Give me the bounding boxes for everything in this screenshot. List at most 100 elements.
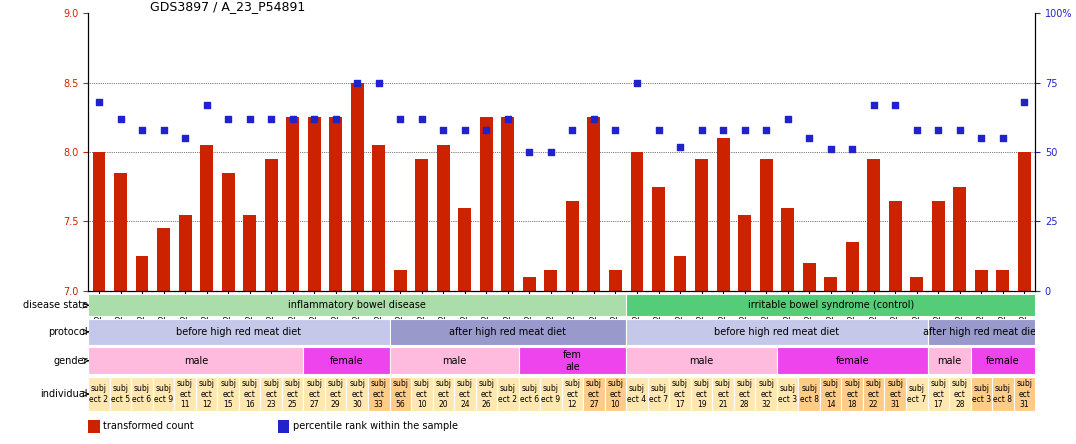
FancyBboxPatch shape [390, 319, 626, 345]
Bar [996, 270, 1009, 291]
Point [435, 126, 452, 133]
Bar [372, 145, 385, 291]
Text: subj
ect
10: subj ect 10 [414, 379, 429, 409]
FancyBboxPatch shape [626, 294, 1035, 317]
FancyBboxPatch shape [476, 377, 497, 412]
Text: subj
ect
19: subj ect 19 [694, 379, 709, 409]
FancyBboxPatch shape [626, 377, 648, 412]
FancyBboxPatch shape [928, 319, 1035, 345]
Point [327, 115, 344, 123]
Bar [88, 420, 100, 433]
Text: protocol: protocol [48, 327, 88, 337]
Point [155, 126, 172, 133]
Point [844, 146, 861, 153]
Bar [953, 187, 966, 291]
Point [865, 101, 882, 108]
Point [478, 126, 495, 133]
Text: subj
ect
30: subj ect 30 [350, 379, 365, 409]
Bar [308, 117, 321, 291]
Text: subj
ect
17: subj ect 17 [931, 379, 946, 409]
Bar [652, 187, 665, 291]
FancyBboxPatch shape [411, 377, 433, 412]
Bar [480, 117, 493, 291]
FancyBboxPatch shape [605, 377, 626, 412]
FancyBboxPatch shape [88, 377, 110, 412]
Text: before high red meat diet: before high red meat diet [714, 327, 839, 337]
Bar [523, 277, 536, 291]
Bar [803, 263, 816, 291]
FancyBboxPatch shape [777, 377, 798, 412]
Point [392, 115, 409, 123]
Text: subj
ect
56: subj ect 56 [393, 379, 408, 409]
Point [779, 115, 796, 123]
Text: subj
ect
21: subj ect 21 [716, 379, 731, 409]
Text: subj
ect
11: subj ect 11 [178, 379, 193, 409]
FancyBboxPatch shape [153, 377, 174, 412]
Bar [889, 201, 902, 291]
Text: irritable bowel syndrome (control): irritable bowel syndrome (control) [748, 300, 914, 310]
Text: subj
ect
28: subj ect 28 [952, 379, 967, 409]
Bar [738, 214, 751, 291]
Text: subj
ect
25: subj ect 25 [285, 379, 300, 409]
Bar [458, 208, 471, 291]
Text: subj
ect 2: subj ect 2 [498, 385, 518, 404]
FancyBboxPatch shape [884, 377, 906, 412]
FancyBboxPatch shape [196, 377, 217, 412]
Bar [910, 277, 923, 291]
FancyBboxPatch shape [992, 377, 1014, 412]
Bar [286, 117, 299, 291]
Bar [631, 152, 643, 291]
FancyBboxPatch shape [971, 348, 1035, 374]
Text: subj
ect
17: subj ect 17 [672, 379, 688, 409]
FancyBboxPatch shape [346, 377, 368, 412]
FancyBboxPatch shape [260, 377, 282, 412]
Text: subj
ect 8: subj ect 8 [993, 385, 1013, 404]
Point [930, 126, 947, 133]
FancyBboxPatch shape [368, 377, 390, 412]
FancyBboxPatch shape [88, 294, 626, 317]
Point [822, 146, 839, 153]
FancyBboxPatch shape [217, 377, 239, 412]
Text: subj
ect
10: subj ect 10 [608, 379, 623, 409]
FancyBboxPatch shape [820, 377, 841, 412]
Point [112, 115, 129, 123]
Bar [200, 145, 213, 291]
Text: male: male [937, 356, 961, 366]
FancyBboxPatch shape [626, 348, 777, 374]
Bar [157, 228, 170, 291]
Point [758, 126, 775, 133]
Text: subj
ect 3: subj ect 3 [972, 385, 991, 404]
FancyBboxPatch shape [863, 377, 884, 412]
Point [456, 126, 473, 133]
Point [349, 79, 366, 86]
FancyBboxPatch shape [519, 377, 540, 412]
FancyBboxPatch shape [433, 377, 454, 412]
Text: disease state: disease state [23, 300, 88, 310]
FancyBboxPatch shape [239, 377, 260, 412]
Text: subj
ect
28: subj ect 28 [737, 379, 752, 409]
Text: subj
ect
12: subj ect 12 [199, 379, 214, 409]
Text: subj
ect
27: subj ect 27 [586, 379, 601, 409]
Bar [265, 159, 278, 291]
Text: male: male [442, 356, 466, 366]
Text: subj
ect
29: subj ect 29 [328, 379, 343, 409]
Point [801, 135, 818, 142]
Bar [114, 173, 127, 291]
Text: subj
ect 9: subj ect 9 [541, 385, 561, 404]
FancyBboxPatch shape [390, 377, 411, 412]
FancyBboxPatch shape [906, 377, 928, 412]
FancyBboxPatch shape [325, 377, 346, 412]
FancyBboxPatch shape [841, 377, 863, 412]
FancyBboxPatch shape [949, 377, 971, 412]
Text: subj
ect 6: subj ect 6 [132, 385, 152, 404]
Text: male: male [690, 356, 713, 366]
Text: individual: individual [41, 389, 88, 399]
Point [370, 79, 387, 86]
Point [607, 126, 624, 133]
Bar [932, 201, 945, 291]
Point [284, 115, 301, 123]
Point [585, 115, 603, 123]
Point [306, 115, 323, 123]
Point [133, 126, 151, 133]
Text: subj
ect
24: subj ect 24 [457, 379, 472, 409]
